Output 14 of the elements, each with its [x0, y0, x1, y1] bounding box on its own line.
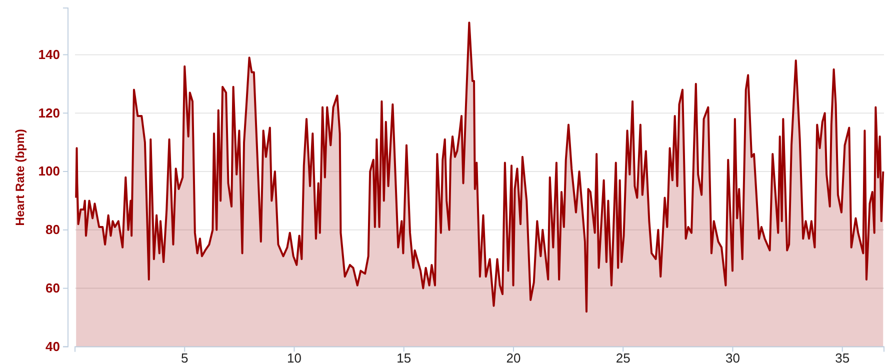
- x-tick-label: 5: [181, 350, 188, 363]
- x-tick-label: 10: [287, 350, 302, 363]
- y-axis-title: Heart Rate (bpm): [13, 129, 27, 226]
- x-tick-label: 30: [725, 350, 740, 363]
- x-tick-label: 35: [835, 350, 850, 363]
- x-tick-label: 15: [396, 350, 412, 363]
- y-tick-label: 140: [38, 46, 60, 62]
- y-tick-label: 100: [38, 164, 60, 179]
- y-tick-label: 60: [46, 280, 60, 296]
- y-tick-label: 40: [46, 338, 60, 354]
- x-tick-label: 25: [616, 350, 630, 363]
- y-tick-label: 80: [46, 222, 60, 238]
- x-tick-label: 20: [506, 350, 521, 363]
- y-tick-label: 120: [38, 105, 60, 120]
